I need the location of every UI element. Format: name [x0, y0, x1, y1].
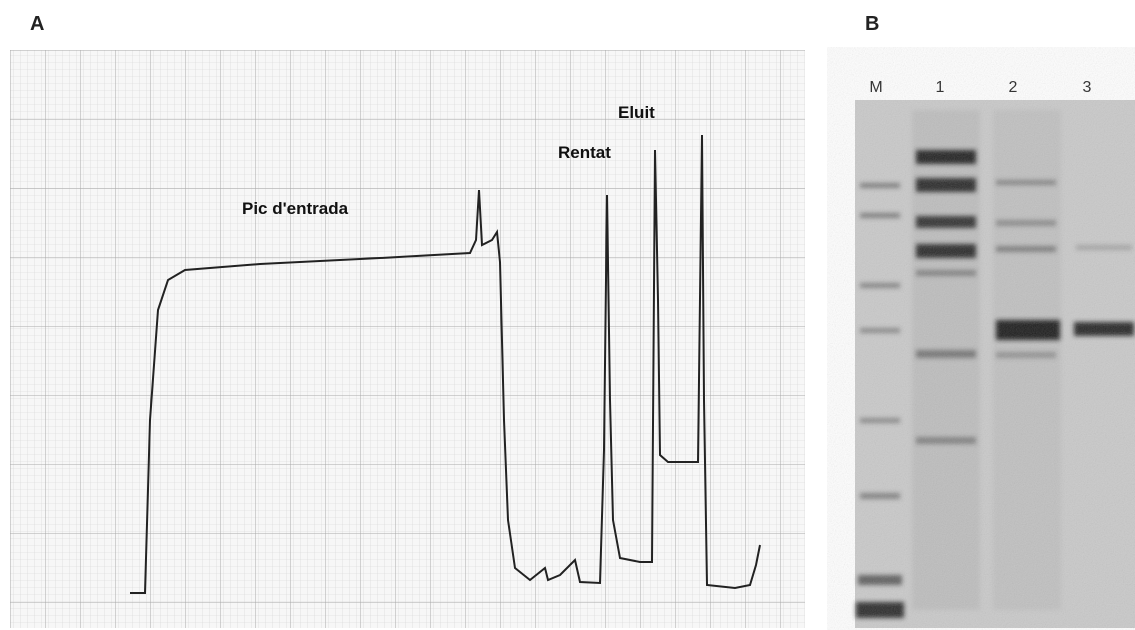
lane-label: 2: [1009, 79, 1018, 96]
annotation: Eluit: [618, 103, 655, 122]
chromatogram-trace: [130, 134, 761, 594]
lane-label: 3: [1083, 79, 1092, 96]
annotation: Pic d'entrada: [242, 199, 349, 218]
panel-label: B: [865, 13, 879, 35]
annotation: Rentat: [558, 143, 611, 162]
lane-label: 1: [936, 79, 945, 96]
lane-label: M: [869, 79, 882, 96]
chart-paper: [10, 50, 805, 628]
gel-image: [855, 100, 1135, 628]
panel-label: A: [30, 13, 44, 35]
